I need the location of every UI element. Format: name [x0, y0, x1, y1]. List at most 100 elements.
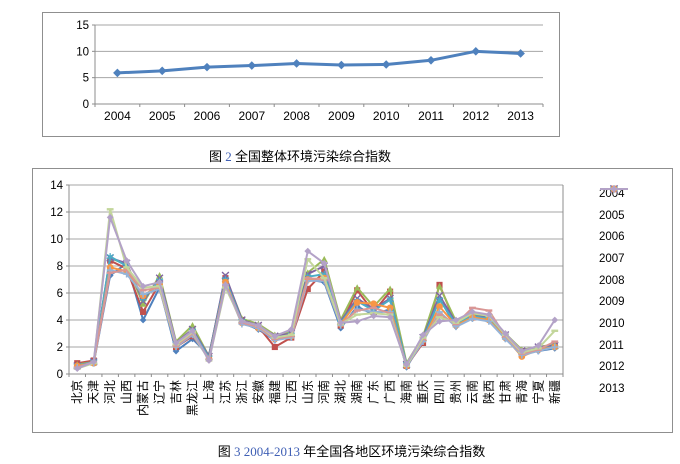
data-marker [436, 282, 443, 290]
data-marker [403, 361, 410, 368]
x-tick-label: 山西 [120, 380, 134, 404]
y-tick-label: 0 [83, 99, 89, 111]
data-marker [381, 60, 391, 69]
data-marker [106, 208, 114, 211]
data-marker [292, 59, 301, 68]
x-tick-label: 安徽 [250, 380, 265, 404]
national-index-chart-frame: 0 5 10 15 2004 2005 2006 2007 2008 2009 2010 2011 20… [42, 12, 560, 137]
y-tick-label: 4 [57, 315, 64, 327]
data-marker [320, 276, 328, 280]
data-marker [247, 61, 257, 70]
legend-item-2010: 2010 [599, 185, 669, 335]
series-line-2007 [76, 256, 556, 367]
y-tick-label: 10 [50, 234, 63, 246]
legend-item-2006: 2006 [599, 185, 669, 248]
series-line-2006 [76, 256, 556, 366]
x-tick-label: 湖北 [333, 380, 348, 404]
chart-legend: 2004 2005 2006 2007 2008 2009 2010 2011 2012 2013 [599, 183, 669, 400]
data-marker [485, 309, 493, 312]
national-index-line-chart: 0 5 10 15 2004 2005 2006 2007 2008 2009 2010 2011 20… [76, 20, 544, 123]
data-marker [123, 257, 131, 264]
data-marker [469, 315, 476, 323]
x-tick-label: 2010 [373, 109, 400, 123]
legend-item-2012: 2012 [599, 187, 669, 379]
x-tick-label: 广东 [367, 380, 381, 404]
data-marker [139, 316, 147, 324]
data-marker [106, 253, 114, 260]
data-marker [452, 322, 460, 326]
legend-label-2008: 2008 [599, 274, 625, 287]
figure2-caption: 图 2 全国整体环境污染综合指数 [42, 146, 558, 165]
data-marker [386, 285, 394, 292]
data-marker [386, 312, 394, 315]
legend-item-2009: 2009 [599, 185, 669, 313]
data-marker [469, 306, 476, 310]
data-marker [189, 322, 196, 329]
data-marker [534, 342, 542, 350]
figure3-caption-number: 3 2004-2013 [233, 444, 301, 459]
data-marker [337, 319, 345, 327]
x-tick-label: 2007 [238, 109, 265, 123]
legend-label-2005: 2005 [599, 209, 625, 222]
x-tick-label: 北京 [70, 380, 84, 404]
series-line-2008 [76, 255, 556, 367]
x-tick-label: 上海 [201, 380, 216, 404]
data-marker [304, 258, 312, 261]
x-tick-label: 2006 [194, 109, 221, 123]
x-tick-label: 辽宁 [152, 380, 167, 404]
data-marker [551, 340, 559, 343]
data-marker [419, 331, 427, 339]
data-marker [189, 327, 196, 335]
data-marker [139, 290, 147, 298]
x-tick-label: 四川 [433, 380, 447, 404]
legend-label-2013: 2013 [599, 383, 625, 396]
data-marker [254, 322, 262, 329]
x-tick-label: 河南 [316, 380, 331, 404]
data-marker [353, 317, 361, 325]
data-marker [370, 300, 378, 308]
x-tick-label: 贵州 [449, 380, 463, 404]
x-tick-label: 河北 [103, 380, 117, 404]
x-tick-label: 海南 [399, 380, 414, 404]
legend-key-2013 [600, 185, 628, 193]
regional-index-chart-frame: 0 2 4 6 8 10 12 14 北京 天津 河北 山西 内蒙古 辽宁 吉林 黑龙江 上海 江苏 浙江 安徽 福建江… [32, 168, 673, 433]
figure3-caption: 图 3 2004-2013 年全国各地区环境污染综合指数 [32, 441, 671, 460]
data-marker [436, 316, 443, 319]
data-marker [485, 317, 493, 325]
legend-label-2006: 2006 [599, 231, 625, 244]
data-marker [156, 285, 163, 288]
data-marker [337, 60, 346, 70]
x-tick-label: 江苏 [218, 380, 232, 404]
figure2-caption-prefix: 图 [208, 149, 222, 164]
x-tick-label: 宁夏 [530, 380, 545, 404]
x-tick-label: 云南 [464, 380, 479, 404]
data-marker [139, 289, 147, 292]
legend-label-2012: 2012 [599, 361, 625, 374]
x-tick-label: 江西 [284, 380, 298, 404]
figure2-caption-number: 2 [225, 149, 232, 164]
legend-item-2005: 2005 [599, 185, 669, 227]
x-tick-label: 黑龙江 [186, 380, 200, 416]
series-line-全国整体环境污染综合指数 [115, 49, 523, 75]
data-marker [436, 313, 443, 316]
data-marker [304, 285, 311, 293]
data-marker [485, 311, 493, 318]
figure3-caption-prefix: 图 [217, 444, 231, 459]
legend-label-2007: 2007 [599, 252, 625, 265]
data-marker [386, 304, 394, 312]
y-tick-label: 10 [76, 46, 89, 58]
y-tick-label: 5 [83, 73, 89, 85]
data-marker [610, 185, 618, 193]
data-marker [386, 313, 394, 321]
x-tick-label: 2005 [149, 109, 176, 123]
data-marker [106, 271, 114, 274]
x-tick-label: 天津 [87, 380, 101, 404]
data-marker [516, 49, 525, 58]
figure2-caption-text: 全国整体环境污染综合指数 [235, 149, 392, 164]
data-marker [90, 358, 98, 366]
data-marker [172, 339, 180, 347]
x-tick-label: 湖南 [349, 380, 364, 404]
y-tick-label: 14 [50, 180, 63, 192]
data-marker [353, 299, 361, 306]
data-marker [435, 296, 444, 304]
